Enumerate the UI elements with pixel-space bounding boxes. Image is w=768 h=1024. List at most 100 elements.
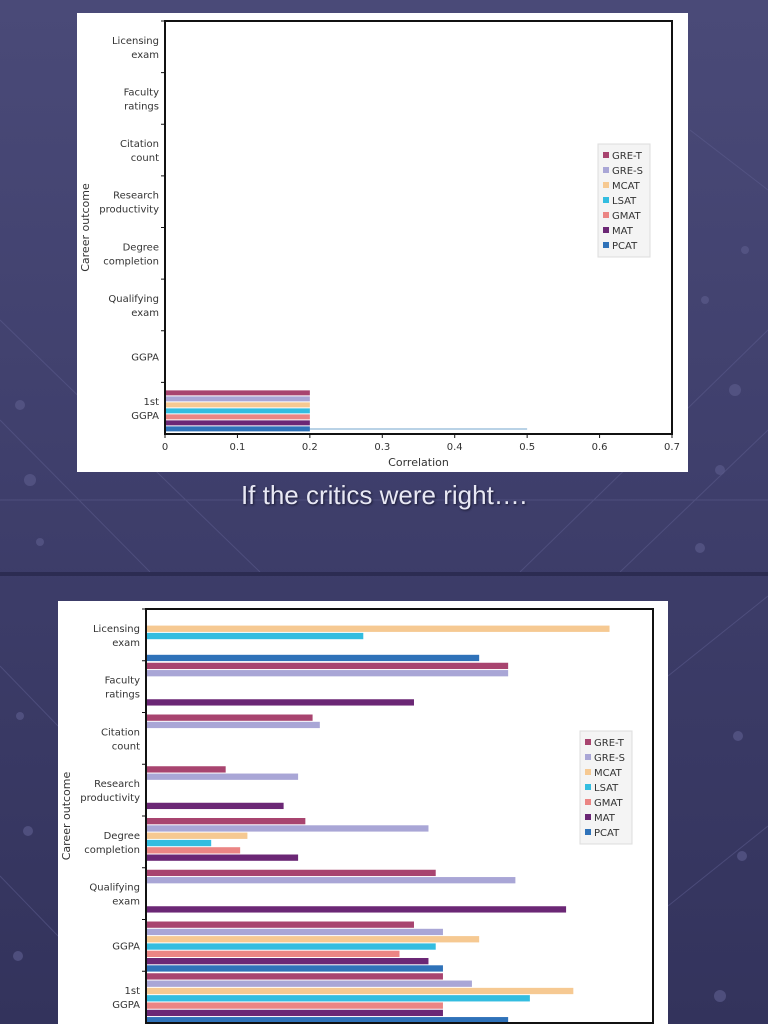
chart2-bar-mat-faculty-ratings (146, 699, 414, 706)
chart2-legend-label-gre-t: GRE-T (594, 738, 625, 749)
chart2-legend-swatch-gre-t (585, 739, 591, 745)
chart1-bar-mcat-1st-ggpa (165, 402, 310, 408)
chart1-category-label-citation-count: Citation count (120, 139, 159, 164)
chart2-legend: GRE-T GRE-S MCAT LSAT GMAT MAT PCAT (579, 730, 633, 845)
chart2-bar-gre-s-qualifying-exam (146, 877, 516, 884)
chart-panel-2: Licensing exam Faculty ratings Citation count… (58, 601, 668, 1024)
chart2-legend-swatch-gmat (585, 799, 591, 805)
slide-1: Licensing exam Faculty ratings Citation count… (0, 20, 768, 572)
chart1-legend-swatch-mcat (603, 182, 609, 188)
slide-caption: If the critics were right…. (240, 480, 528, 510)
chart2-category-label-licensing-exam: Licensing exam (93, 624, 140, 649)
chart1-bar-pcat-1st-ggpa (165, 426, 310, 432)
chart2-legend-label-mat: MAT (594, 813, 616, 824)
chart1-x-tick-label-0-6: 0.6 (592, 442, 608, 453)
chart2-category-label-ggpa: GGPA (112, 941, 140, 952)
chart1-category-label-research-productivity: Research productivity (99, 191, 159, 216)
chart2-category-label-degree-completion: Degree completion (84, 831, 140, 856)
chart1-bar-lsat-1st-ggpa (165, 408, 310, 414)
chart1-x-tick-label-0-5: 0.5 (519, 442, 535, 453)
chart1-x-tick-label-0: 0 (162, 442, 168, 453)
chart1-x-tick-label-0-7: 0.7 (664, 442, 680, 453)
chart2-bar-gre-t-research-productivity (146, 766, 226, 773)
chart2-bar-gre-s-ggpa (146, 928, 443, 936)
chart2-bar-mcat-licensing-exam (146, 625, 610, 632)
chart1-legend-label-mat: MAT (612, 226, 634, 237)
slide-divider (0, 572, 768, 576)
chart1-bar-mat-1st-ggpa (165, 420, 310, 426)
chart2-bar-gre-s-faculty-ratings (146, 670, 509, 677)
chart2-bar-pcat-ggpa (146, 965, 443, 972)
chart2-legend-swatch-mcat (585, 769, 591, 775)
chart1-legend-swatch-lsat (603, 197, 609, 203)
chart1-x-axis-label: Correlation (388, 456, 449, 469)
chart1-legend-swatch-mat (603, 227, 609, 233)
chart1-bar-gre-s-1st-ggpa (165, 396, 310, 402)
chart2-bar-mat-research-productivity (146, 802, 284, 810)
chart1-x-tick-label-0-1: 0.1 (229, 442, 245, 453)
chart2-bar-gre-s-citation-count (146, 721, 320, 729)
chart2-bar-mcat-ggpa (146, 936, 480, 943)
chart2-bar-gre-s-1st-ggpa (146, 980, 472, 987)
chart2-bar-lsat-ggpa (146, 943, 436, 950)
chart1-x-tick-label-0-2: 0.2 (302, 442, 318, 453)
chart1-category-label-degree-completion: Degree completion (103, 242, 159, 267)
chart2-bar-lsat-degree-completion (146, 839, 212, 847)
chart1-y-axis-label: Career outcome (79, 183, 92, 272)
chart2-category-label-qualifying-exam: Qualifying exam (89, 883, 140, 908)
chart2-legend-swatch-mat (585, 814, 591, 820)
chart2-bar-gre-t-degree-completion (146, 818, 306, 825)
bar-chart-1: Licensing exam Faculty ratings Citation count… (79, 20, 680, 469)
slide-2: Licensing exam Faculty ratings Citation count… (0, 576, 768, 1024)
chart1-legend: GRE-T GRE-S MCAT LSAT GMAT MAT PCAT (597, 143, 651, 258)
chart2-bar-mcat-1st-ggpa (146, 987, 574, 995)
chart1-category-label-qualifying-exam: Qualifying exam (108, 294, 159, 319)
chart2-legend-label-gre-s: GRE-S (594, 753, 625, 764)
chart2-legend-swatch-gre-s (585, 754, 591, 760)
chart2-bar-gmat-degree-completion (146, 847, 241, 854)
chart1-legend-swatch-gre-s (603, 167, 609, 173)
chart1-category-label-ggpa: GGPA (131, 353, 159, 364)
chart2-bar-pcat-1st-ggpa (146, 1017, 509, 1024)
chart2-bar-mat-qualifying-exam (146, 906, 567, 913)
chart2-bar-gre-t-citation-count (146, 714, 313, 721)
chart1-x-tick-label-0-3: 0.3 (374, 442, 390, 453)
chart2-category-label-citation-count: Citation count (101, 727, 140, 752)
chart2-bar-gre-t-faculty-ratings (146, 662, 509, 670)
chart2-bar-mat-degree-completion (146, 854, 299, 861)
chart2-y-axis-label: Career outcome (60, 772, 73, 861)
chart2-legend-label-mcat: MCAT (594, 768, 623, 779)
chart2-category-label-research-productivity: Research productivity (80, 779, 140, 804)
chart2-bar-lsat-1st-ggpa (146, 995, 530, 1002)
chart2-bar-pcat-licensing-exam (146, 654, 480, 662)
chart1-category-label-1st-ggpa: 1st GGPA (131, 397, 159, 422)
chart1-category-label-faculty-ratings: Faculty ratings (124, 87, 159, 112)
chart1-plot-frame (164, 20, 673, 435)
chart1-x-tick-label-0-4: 0.4 (447, 442, 463, 453)
chart1-legend-swatch-gmat (603, 212, 609, 218)
chart2-bar-lsat-licensing-exam (146, 632, 364, 640)
chart2-bar-mat-1st-ggpa (146, 1009, 443, 1017)
chart1-legend-label-pcat: PCAT (612, 241, 638, 252)
chart1-legend-label-mcat: MCAT (612, 181, 641, 192)
chart2-bar-mat-ggpa (146, 958, 429, 965)
chart2-legend-label-gmat: GMAT (594, 798, 623, 809)
chart1-legend-label-lsat: LSAT (612, 196, 637, 207)
chart2-legend-swatch-pcat (585, 829, 591, 835)
chart2-bar-gmat-ggpa (146, 950, 400, 957)
chart2-legend-swatch-lsat (585, 784, 591, 790)
chart1-legend-swatch-gre-t (603, 152, 609, 158)
chart2-bar-gre-t-1st-ggpa (146, 973, 443, 980)
bar-chart-2: Licensing exam Faculty ratings Citation count… (60, 608, 654, 1024)
chart2-bar-gre-s-research-productivity (146, 773, 299, 780)
chart2-category-label-faculty-ratings: Faculty ratings (105, 676, 140, 701)
chart2-legend-label-pcat: PCAT (594, 828, 620, 839)
chart2-legend-label-lsat: LSAT (594, 783, 619, 794)
chart1-legend-label-gre-s: GRE-S (612, 166, 643, 177)
chart1-legend-label-gre-t: GRE-T (612, 151, 643, 162)
chart1-legend-swatch-pcat (603, 242, 609, 248)
chart2-bar-gre-t-qualifying-exam (146, 869, 436, 877)
chart1-bar-gmat-1st-ggpa (165, 414, 310, 420)
chart1-bar-gre-t-1st-ggpa (165, 390, 310, 396)
chart2-bar-gre-t-ggpa (146, 921, 414, 928)
